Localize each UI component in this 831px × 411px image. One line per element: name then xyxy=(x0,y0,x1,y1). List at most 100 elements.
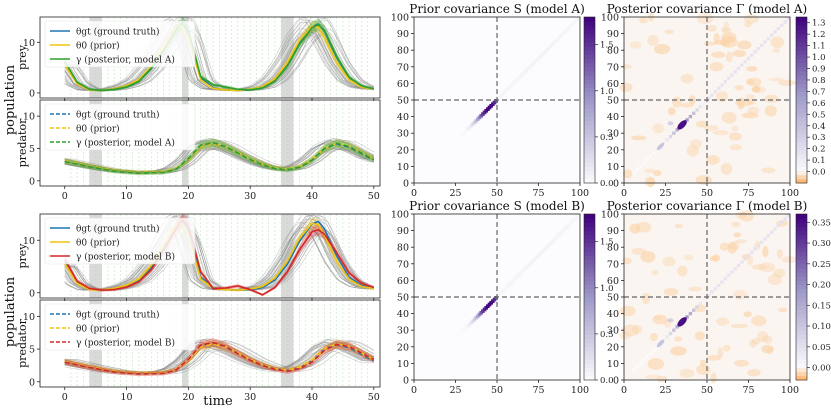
colorbar-segment xyxy=(796,145,807,151)
heatmap-cell xyxy=(735,211,747,220)
colorbar-segment xyxy=(796,37,807,43)
ytick-label: 100 xyxy=(601,13,619,24)
colorbar-segment xyxy=(796,66,807,72)
heatmap-cell xyxy=(751,337,761,345)
heatmap-cell xyxy=(569,24,573,28)
heatmap-cell xyxy=(751,264,768,270)
colorbar-segment xyxy=(796,259,807,265)
heatmap-cell xyxy=(512,277,517,282)
heatmap-cell xyxy=(647,34,659,46)
colorbar-segment xyxy=(584,226,595,232)
heatmap-cell xyxy=(540,52,545,57)
heatmap-cell xyxy=(716,317,729,326)
heatmap-cell xyxy=(652,123,664,134)
colorbar-segment xyxy=(796,342,807,348)
heatmap-cell xyxy=(529,261,533,265)
xtick-label: 0 xyxy=(411,385,417,396)
ytick-label: 10 xyxy=(607,359,619,370)
legend-label: γ (posterior, model B) xyxy=(76,338,175,349)
colorbar-segment xyxy=(796,321,807,327)
heatmap-cell xyxy=(426,364,430,368)
xtick-label: 75 xyxy=(742,385,754,396)
heatmap-cell xyxy=(510,279,515,284)
heatmap-cell xyxy=(709,256,719,262)
heatmap-cell xyxy=(622,257,632,265)
heatmap-cell xyxy=(756,243,761,248)
heatmap-cell xyxy=(751,315,767,327)
heatmap-cell xyxy=(559,231,563,235)
heatmap-cell xyxy=(452,140,457,145)
colorbar-segment xyxy=(796,222,807,227)
heatmap-cell xyxy=(496,97,500,101)
heatmap-cell xyxy=(499,291,503,295)
heatmap-cell xyxy=(429,360,434,365)
xtick-label: 100 xyxy=(781,188,799,199)
heatmap-cell xyxy=(746,253,751,258)
colorbar-segment xyxy=(796,116,807,122)
heatmap-cell xyxy=(760,240,764,244)
heatmap-cell xyxy=(417,372,422,377)
ytick-label: 70 xyxy=(397,62,409,73)
heatmap-cell xyxy=(723,80,727,84)
heatmap-cell xyxy=(462,327,467,332)
heatmap-cell xyxy=(449,143,454,148)
heatmap-cell xyxy=(432,357,437,362)
xtick-label: 50 xyxy=(491,385,503,396)
heatmap-cell xyxy=(656,142,665,151)
colorbar-frame xyxy=(583,16,596,184)
colorbar-segment xyxy=(796,178,807,184)
heatmap-cell xyxy=(695,120,708,128)
colorbar-tick-label: 1.2 xyxy=(812,30,826,40)
heatmap-cell xyxy=(685,118,689,122)
uncertainty-band xyxy=(64,338,374,377)
heatmap-cell xyxy=(456,334,460,338)
ytick-label: 5 xyxy=(29,144,35,155)
ytick-label: 10 xyxy=(23,112,35,123)
colorbar-segment xyxy=(796,297,807,302)
heatmap-cell xyxy=(427,165,432,170)
uncertainty-band xyxy=(64,214,374,297)
colorbar-segment xyxy=(796,153,807,159)
colorbar-segment xyxy=(584,137,595,142)
colorbar-segment xyxy=(796,33,807,39)
legend: θgt (ground truth) θ0 (prior) γ (posterior… xyxy=(44,217,196,265)
heatmap-cell xyxy=(747,99,756,105)
colorbar-segment xyxy=(584,120,595,126)
colorbar-segment xyxy=(796,375,807,381)
ytick-label: 100 xyxy=(391,13,409,24)
heatmap-cell xyxy=(549,241,553,245)
colorbar-tick-label: 0.35 xyxy=(812,218,831,228)
heatmap-cell xyxy=(768,77,784,82)
colorbar-tick-label: 0.30 xyxy=(812,239,831,249)
heatmap-cell xyxy=(635,365,639,369)
heatmap-cell xyxy=(549,44,553,48)
legend-label: θ0 (prior) xyxy=(76,124,120,135)
xtick-label: 100 xyxy=(781,385,799,396)
heatmap-cell xyxy=(740,260,744,264)
heatmap-cell xyxy=(413,377,417,381)
ytick-label: 0 xyxy=(29,377,35,388)
colorbar-tick-label: 0.2 xyxy=(812,145,826,155)
heatmap-cell xyxy=(557,232,562,237)
colorbar-segment xyxy=(796,267,807,273)
xtick-label: 75 xyxy=(532,385,544,396)
heatmap-cell xyxy=(780,23,784,27)
colorbar-segment xyxy=(584,62,595,68)
heatmap-cell xyxy=(630,135,647,141)
heatmap-cell xyxy=(712,130,730,136)
colorbar-tick-label: 1.5 xyxy=(600,238,614,248)
heatmap-cell xyxy=(441,152,445,156)
heatmap-cell xyxy=(497,292,502,297)
heatmap-cell xyxy=(695,108,699,112)
colorbar-tick-label: 0.6 xyxy=(812,99,826,109)
heatmap-cell xyxy=(424,168,429,173)
colorbar-segment xyxy=(584,145,595,151)
legend: θgt (ground truth) θ0 (prior) γ (posterior… xyxy=(44,20,196,68)
legend-label: θgt (ground truth) xyxy=(76,224,160,235)
heatmap-cell xyxy=(756,46,761,51)
colorbar-segment xyxy=(584,112,595,118)
colorbar-segment xyxy=(796,95,807,101)
colorbar-segment xyxy=(584,346,595,352)
heatmap-cell xyxy=(525,264,530,269)
